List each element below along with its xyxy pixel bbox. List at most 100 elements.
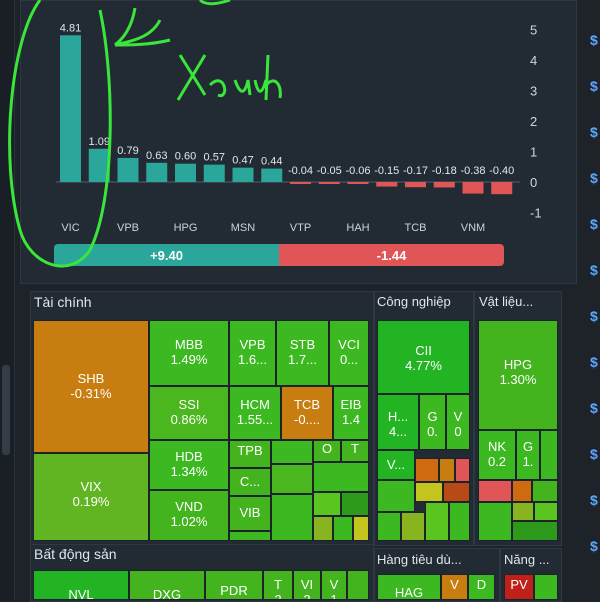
tile-eib[interactable]: EIB 1.4 [333,386,369,440]
bar-11[interactable] [347,182,369,184]
tile-filler-6[interactable] [313,492,341,516]
tile-mat-6[interactable] [512,502,534,521]
tile-ssi[interactable]: SSI 0.86% [149,386,229,440]
tile-filler-8[interactable] [313,516,333,541]
tile-hpg[interactable]: HPG 1.30% [478,320,558,430]
tile-g2[interactable]: G 1. [516,430,540,480]
tile-ind-6[interactable] [443,482,470,502]
tile-mat-8[interactable] [512,521,558,541]
left-scroll-handle[interactable] [2,365,10,455]
tile-hdb[interactable]: HDB 1.34% [149,440,229,490]
dollar-icon[interactable]: $ [590,32,598,48]
consumer-sector-title[interactable]: Hàng tiêu dù... [377,552,462,567]
bar-15[interactable] [462,182,484,194]
tile-mat-3[interactable] [512,480,532,502]
tile-shb[interactable]: SHB -0.31% [33,320,149,453]
tile-dxg[interactable]: DXG [129,570,205,600]
tile-mat-1[interactable] [540,430,558,480]
bar-3[interactable] [117,157,139,182]
tile-filler-3[interactable] [271,464,313,494]
tile-vix[interactable]: VIX 0.19% [33,453,149,541]
realestate-sector-title[interactable]: Bất động sản [34,546,117,562]
tile-hag[interactable]: HAG [377,574,441,600]
dollar-icon[interactable]: $ [590,170,598,186]
tile-h[interactable]: H... 4... [377,394,419,450]
tile-filler-1[interactable] [229,531,271,541]
bar-1[interactable] [60,35,81,182]
bar-7[interactable] [232,167,254,182]
tile-vpb[interactable]: VPB 1.6... [229,320,276,386]
tile-t[interactable]: T [341,440,369,462]
dollar-icon[interactable]: $ [590,400,598,416]
bar-9[interactable] [290,182,311,184]
bar-16[interactable] [491,182,513,195]
tile-en-1[interactable] [534,574,558,600]
tile-ind-4[interactable] [377,480,415,512]
energy-sector-title[interactable]: Năng ... [504,552,550,567]
tile-filler-7[interactable] [341,492,369,516]
tile-nvl[interactable]: NVL [33,570,129,600]
tile-filler-2[interactable] [271,440,313,464]
tile-pv[interactable]: PV [504,574,534,600]
bar-8[interactable] [261,168,283,182]
tile-filler-10[interactable] [353,516,369,541]
tile-tpb[interactable]: TPB [229,440,271,468]
materials-sector-title[interactable]: Vật liệu... [479,294,534,309]
tile-ind-10[interactable] [449,502,470,541]
tile-mat-5[interactable] [478,502,512,541]
tile-c[interactable]: C... [229,468,271,496]
tile-filler-9[interactable] [333,516,353,541]
industry-sector-title[interactable]: Công nghiệp [377,294,451,309]
bar-2[interactable] [88,148,110,182]
tile-d[interactable]: D [468,574,495,600]
tile-ind-9[interactable] [425,502,449,541]
tile-cii[interactable]: CII 4.77% [377,320,470,394]
dollar-icon[interactable]: $ [590,538,598,554]
tile-ind-3[interactable] [455,458,470,482]
tile-ind-8[interactable] [401,512,425,541]
dollar-icon[interactable]: $ [590,492,598,508]
tile-ind-2[interactable] [439,458,455,482]
tile-hcm[interactable]: HCM 1.55... [229,386,281,440]
tile-vib[interactable]: VIB [229,496,271,531]
bar-6[interactable] [203,164,225,182]
dollar-icon[interactable]: $ [590,262,598,278]
tile-mat-7[interactable] [534,502,558,521]
bar-13[interactable] [405,182,426,188]
tile-nk[interactable]: NK 0.2 [478,430,516,480]
tile-g[interactable]: G 0. [419,394,446,450]
tile-ind-1[interactable] [415,458,439,482]
dollar-icon[interactable]: $ [590,446,598,462]
tile-tcb[interactable]: TCB -0.... [281,386,333,440]
dollar-icon[interactable]: $ [590,124,598,140]
tile-ind-7[interactable] [377,512,401,541]
bar-10[interactable] [318,182,340,184]
dollar-icon[interactable]: $ [590,354,598,370]
dollar-icon[interactable]: $ [590,78,598,94]
tile-filler-5[interactable] [313,462,369,492]
bar-4[interactable] [146,162,168,182]
tile-vi[interactable]: VI 2 [293,570,321,600]
tile-filler-4[interactable] [271,494,313,541]
bar-5[interactable] [175,163,196,182]
bar-12[interactable] [376,182,398,187]
dollar-icon[interactable]: $ [590,308,598,324]
tile-vc[interactable]: V [441,574,468,600]
tile-ind-5[interactable] [415,482,443,502]
tile-vv[interactable]: V... [377,450,415,480]
tile-o[interactable]: O [313,440,341,462]
tile-stb[interactable]: STB 1.7... [276,320,329,386]
tile-mbb[interactable]: MBB 1.49% [149,320,229,386]
tile-re-1[interactable] [347,570,369,600]
tile-vci[interactable]: VCI 0... [329,320,369,386]
bar-14[interactable] [433,182,455,188]
tile-vnd[interactable]: VND 1.02% [149,490,229,541]
dollar-icon[interactable]: $ [590,216,598,232]
tile-mat-4[interactable] [532,480,558,502]
tile-mat-2[interactable] [478,480,512,502]
tile-pdr[interactable]: PDR [205,570,263,600]
finance-sector-title[interactable]: Tài chính [34,294,92,310]
